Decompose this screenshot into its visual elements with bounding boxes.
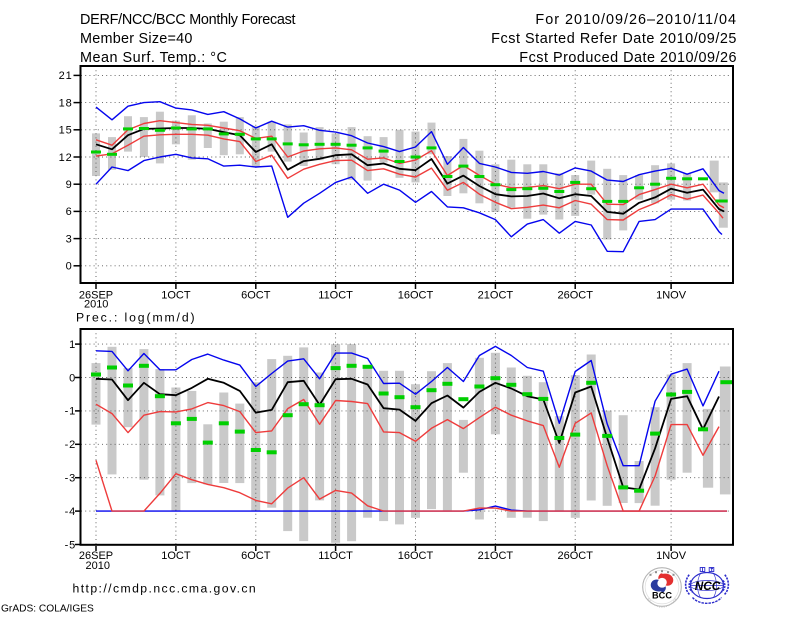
- svg-text:-4: -4: [65, 506, 76, 518]
- svg-text:1NOV: 1NOV: [656, 550, 687, 562]
- svg-text:6: 6: [66, 206, 73, 218]
- svg-text:For 2010/09/26–2010/11/04: For 2010/09/26–2010/11/04: [535, 12, 737, 28]
- svg-text:16OCT: 16OCT: [398, 550, 434, 562]
- svg-text:26SEP: 26SEP: [79, 550, 113, 562]
- svg-text:16OCT: 16OCT: [398, 290, 434, 302]
- svg-text:http://cmdp.ncc.cma.gov.cn: http://cmdp.ncc.cma.gov.cn: [73, 581, 258, 595]
- svg-text:2010: 2010: [84, 299, 108, 311]
- svg-text:2010: 2010: [86, 560, 110, 572]
- svg-text:26OCT: 26OCT: [557, 290, 593, 302]
- svg-text:BCC: BCC: [652, 591, 672, 601]
- svg-text:1: 1: [69, 339, 76, 351]
- svg-text:-5: -5: [65, 539, 76, 551]
- svg-text:-2: -2: [65, 439, 76, 451]
- svg-text:26SEP: 26SEP: [79, 290, 113, 302]
- svg-text:21: 21: [59, 70, 73, 82]
- svg-text:21OCT: 21OCT: [478, 290, 514, 302]
- svg-text:Fcst Produced Date 2010/09/26: Fcst Produced Date 2010/09/26: [519, 50, 737, 66]
- svg-text:1OCT: 1OCT: [161, 550, 191, 562]
- svg-text:NCC: NCC: [695, 579, 721, 593]
- svg-text:GrADS: COLA/IGES: GrADS: COLA/IGES: [1, 603, 94, 614]
- svg-text:1NOV: 1NOV: [656, 290, 687, 302]
- svg-text:6OCT: 6OCT: [241, 550, 271, 562]
- svg-text:3: 3: [66, 233, 73, 245]
- svg-text:11OCT: 11OCT: [318, 550, 353, 562]
- svg-text:0: 0: [66, 261, 73, 273]
- svg-text:0: 0: [69, 372, 76, 384]
- svg-text:6OCT: 6OCT: [241, 290, 271, 302]
- svg-text:Fcst Started Refer Date 2010/0: Fcst Started Refer Date 2010/09/25: [491, 31, 737, 47]
- svg-text:-1: -1: [65, 406, 76, 418]
- svg-text:Prec.: log(mm/d): Prec.: log(mm/d): [76, 311, 196, 325]
- svg-text:12: 12: [59, 152, 73, 164]
- svg-text:15: 15: [59, 125, 73, 137]
- svg-text:26OCT: 26OCT: [557, 550, 593, 562]
- svg-text:18: 18: [59, 97, 73, 109]
- svg-text:-3: -3: [65, 473, 76, 485]
- svg-text:21OCT: 21OCT: [478, 550, 514, 562]
- svg-text:11OCT: 11OCT: [318, 290, 353, 302]
- svg-text:9: 9: [66, 179, 73, 191]
- svg-text:Member Size=40: Member Size=40: [80, 31, 193, 47]
- svg-text:1OCT: 1OCT: [161, 290, 191, 302]
- svg-text:Mean Surf. Temp.: °C: Mean Surf. Temp.: °C: [80, 50, 227, 66]
- svg-text:DERF/NCC/BCC Monthly Forecast: DERF/NCC/BCC Monthly Forecast: [80, 12, 296, 28]
